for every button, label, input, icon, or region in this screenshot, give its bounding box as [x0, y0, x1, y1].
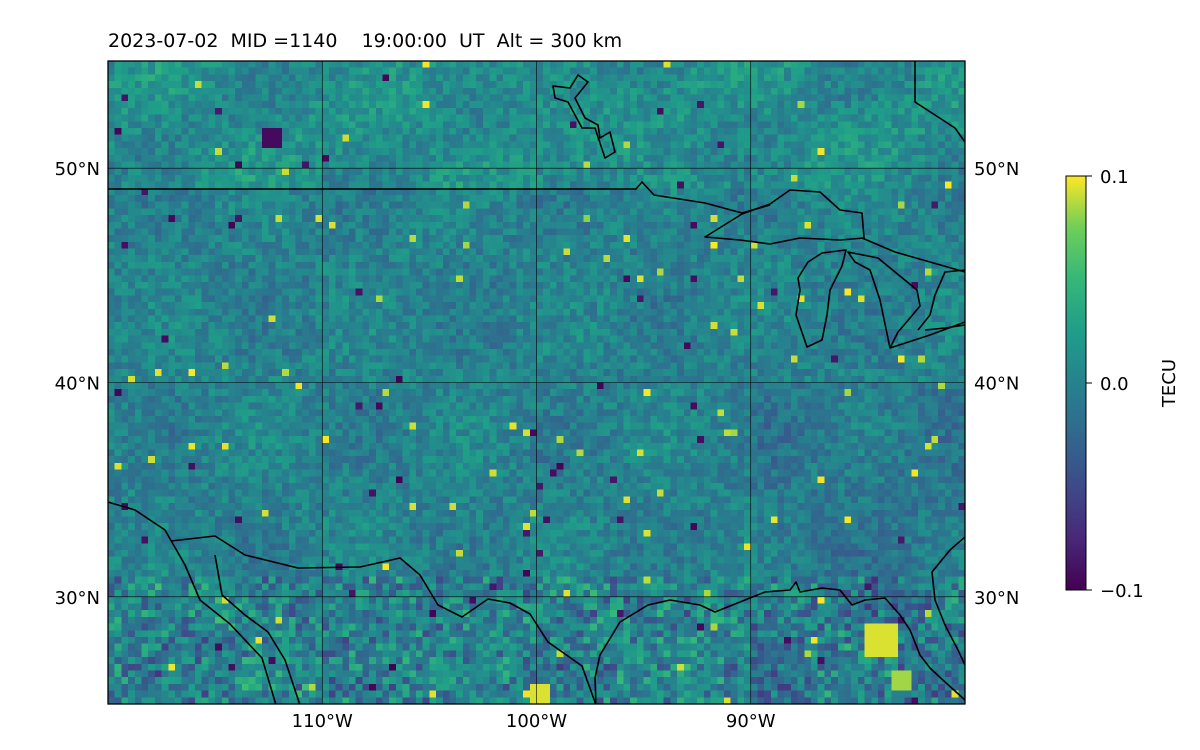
lon-tick-label: 100°W: [506, 711, 567, 732]
lat-tick-label-right: 40°N: [974, 374, 1019, 395]
coast-gulf-mexico: [594, 581, 965, 704]
lat-tick-label-left: 50°N: [55, 159, 100, 180]
border-us-mexico: [170, 535, 597, 704]
plot-title: 2023-07-02 MID =1140 19:00:00 UT Alt = 3…: [108, 30, 623, 52]
colorbar-tick-label: 0.0: [1100, 374, 1129, 395]
coast-pacific: [108, 501, 277, 704]
colorbar-ticks: 0.1 0.0 −0.1: [1086, 167, 1144, 602]
colorbar-gradient: [1065, 175, 1087, 591]
lon-tick-label: 90°W: [726, 711, 776, 732]
colorbar-tick-label: 0.1: [1100, 167, 1129, 188]
st-lawrence: [861, 237, 965, 273]
colorbar-label: TECU: [1159, 359, 1180, 408]
lake-superior: [704, 189, 865, 245]
coast-baja: [214, 554, 301, 704]
border-us-canada: [108, 181, 771, 214]
lake-huron: [847, 251, 921, 349]
coast-atlantic: [931, 536, 965, 666]
axis-tick-labels: 110°W 100°W 90°W 30°N 30°N 40°N 40°N 50°N 50°N: [55, 159, 1020, 732]
colorbar: 0.1 0.0 −0.1 TECU: [1065, 167, 1180, 602]
map-frame: [107, 60, 966, 705]
map-area: [108, 61, 965, 704]
coast-hudson-bay: [914, 61, 965, 143]
lake-erie-ontario: [889, 269, 965, 349]
colorbar-tick-label: −0.1: [1100, 581, 1144, 602]
lat-tick-label-left: 30°N: [55, 588, 100, 609]
lake-michigan: [795, 249, 847, 348]
graticule: [108, 61, 965, 704]
lon-tick-label: 110°W: [292, 711, 353, 732]
lat-tick-label-left: 40°N: [55, 374, 100, 395]
lat-tick-label-right: 50°N: [974, 159, 1019, 180]
lat-tick-label-right: 30°N: [974, 588, 1019, 609]
coastlines: [108, 61, 965, 704]
coast-james-bay: [552, 74, 616, 159]
